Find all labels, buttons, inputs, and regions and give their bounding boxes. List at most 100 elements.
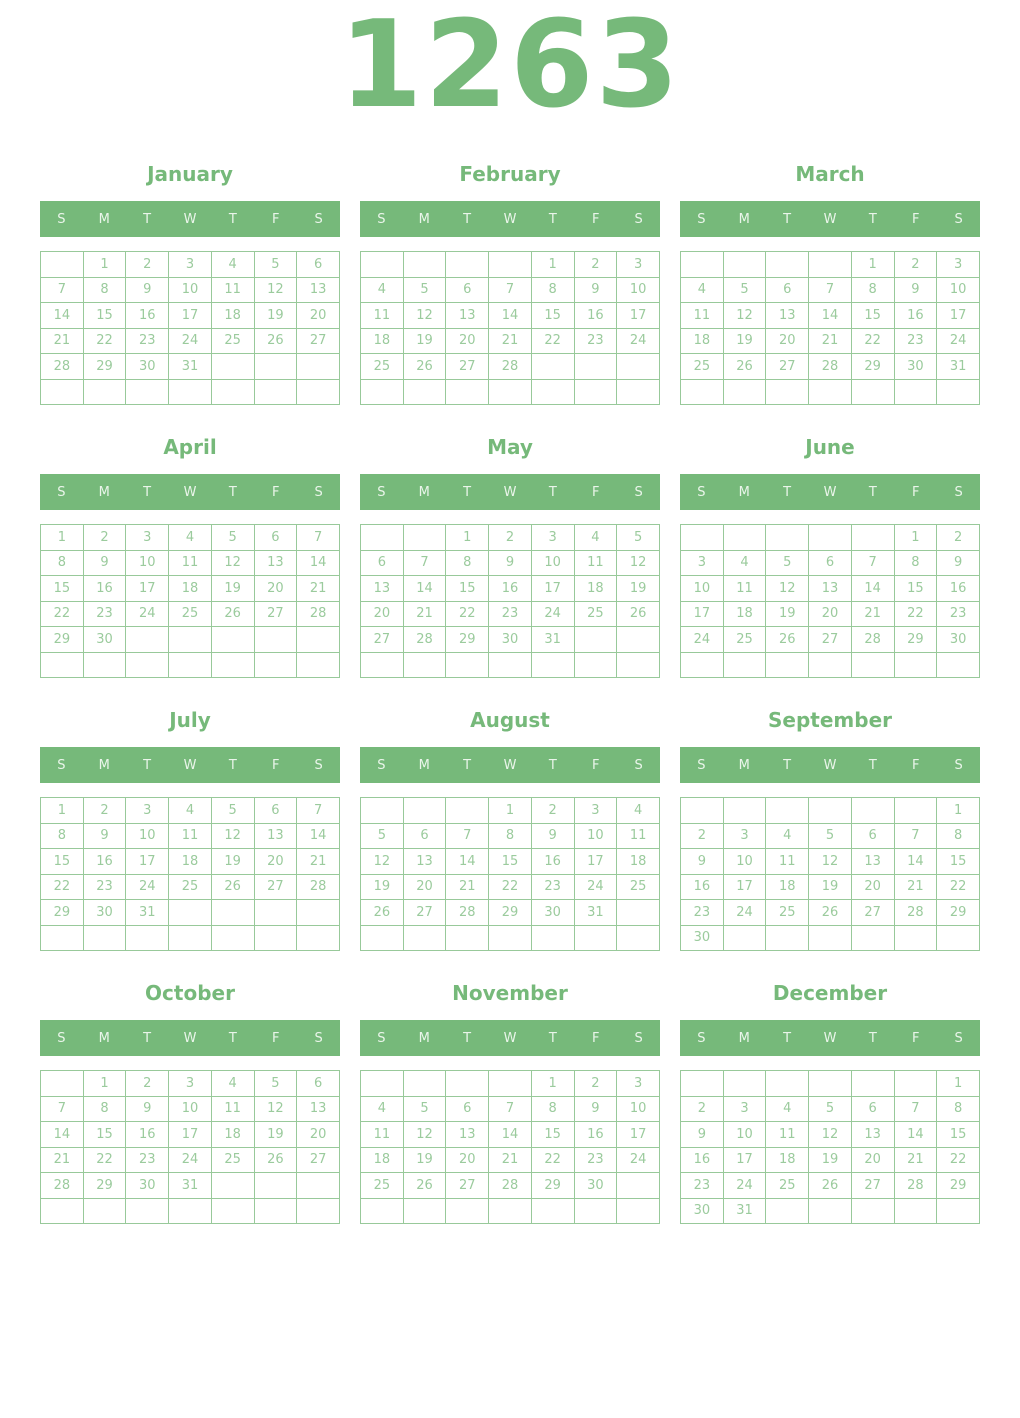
empty-day-cell bbox=[573, 924, 618, 951]
day-cell: 1 bbox=[40, 797, 84, 824]
empty-day-cell bbox=[360, 524, 404, 551]
day-cell: 21 bbox=[893, 873, 938, 900]
day-cell: 24 bbox=[722, 1172, 767, 1199]
day-cell: 5 bbox=[808, 1095, 852, 1122]
day-cell: 11 bbox=[573, 549, 618, 576]
day-cell: 17 bbox=[125, 848, 170, 875]
month-grid: 1 2 3 4 5 6 7 8 9 10 11 12 13 14 15 16 17 18 19 20 21 22 23 24 2… bbox=[360, 524, 660, 678]
weekday-label: F bbox=[591, 757, 600, 773]
week-row: 8 9 10 11 12 13 14 bbox=[40, 549, 340, 576]
day-cell: 5 bbox=[360, 822, 404, 849]
day-cell: 24 bbox=[616, 1146, 660, 1173]
week-row bbox=[360, 378, 660, 405]
empty-day-cell bbox=[765, 651, 810, 678]
month-title: December bbox=[772, 981, 888, 1005]
day-cell: 4 bbox=[722, 549, 767, 576]
day-cell: 28 bbox=[893, 1172, 938, 1199]
day-cell: 15 bbox=[530, 1121, 575, 1148]
day-cell: 12 bbox=[253, 276, 298, 303]
day-cell: 23 bbox=[488, 600, 532, 627]
day-cell: 5 bbox=[210, 797, 255, 824]
day-cell: 30 bbox=[125, 1172, 170, 1199]
week-row: 28 29 30 31 bbox=[40, 353, 340, 380]
empty-day-cell bbox=[445, 378, 490, 405]
month-title: November bbox=[452, 981, 568, 1005]
day-cell: 15 bbox=[488, 848, 532, 875]
week-row bbox=[40, 924, 340, 951]
day-cell: 10 bbox=[125, 822, 170, 849]
empty-day-cell bbox=[765, 1070, 810, 1097]
empty-day-cell bbox=[488, 1070, 532, 1097]
day-cell: 9 bbox=[82, 822, 127, 849]
weekday-label: S bbox=[697, 211, 706, 227]
empty-day-cell bbox=[253, 378, 298, 405]
empty-day-cell bbox=[210, 1172, 255, 1199]
weekday-label: T bbox=[868, 757, 877, 773]
month-november: November S M T W T F S 1 2 3 4 5 6 7 8 9 10 11 12 13 14 15 16 17… bbox=[360, 981, 660, 1224]
empty-day-cell bbox=[253, 651, 298, 678]
empty-day-cell bbox=[936, 924, 980, 951]
day-cell: 22 bbox=[40, 600, 84, 627]
day-cell: 21 bbox=[488, 1146, 532, 1173]
day-cell: 16 bbox=[680, 873, 724, 900]
empty-day-cell bbox=[808, 1070, 852, 1097]
empty-day-cell bbox=[722, 1070, 767, 1097]
day-cell: 1 bbox=[936, 797, 980, 824]
week-row: 30 bbox=[680, 924, 980, 951]
empty-day-cell bbox=[82, 924, 127, 951]
day-cell: 7 bbox=[296, 524, 340, 551]
weekday-label: F bbox=[271, 211, 280, 227]
weekday-label: M bbox=[738, 1030, 750, 1046]
empty-day-cell bbox=[616, 353, 660, 380]
day-cell: 2 bbox=[680, 1095, 724, 1122]
day-cell: 6 bbox=[445, 1095, 490, 1122]
week-row: 9 10 11 12 13 14 15 bbox=[680, 848, 980, 875]
day-cell: 24 bbox=[125, 873, 170, 900]
day-cell: 12 bbox=[808, 848, 852, 875]
weekday-label: S bbox=[314, 484, 323, 500]
empty-day-cell bbox=[850, 1197, 895, 1224]
week-row: 22 23 24 25 26 27 28 bbox=[40, 873, 340, 900]
weekday-label: W bbox=[503, 211, 517, 227]
weekday-label: M bbox=[418, 484, 430, 500]
day-cell: 3 bbox=[722, 1095, 767, 1122]
empty-day-cell bbox=[893, 378, 938, 405]
week-row: 4 5 6 7 8 9 10 bbox=[360, 1095, 660, 1122]
day-cell: 18 bbox=[765, 1146, 810, 1173]
empty-day-cell bbox=[82, 378, 127, 405]
empty-day-cell bbox=[936, 1197, 980, 1224]
day-cell: 23 bbox=[82, 600, 127, 627]
empty-day-cell bbox=[168, 651, 212, 678]
calendar-months-grid: January S M T W T F S 1 2 3 4 5 6 7 8 9 10 11 12 13 14 15 16 17 1… bbox=[40, 162, 980, 1224]
day-cell: 10 bbox=[573, 822, 618, 849]
empty-day-cell bbox=[808, 1197, 852, 1224]
weekday-label: F bbox=[591, 484, 600, 500]
week-row: 18 19 20 21 22 23 24 bbox=[360, 327, 660, 354]
week-row: 28 29 30 31 bbox=[40, 1172, 340, 1199]
weekday-label: M bbox=[98, 757, 110, 773]
month-september: September S M T W T F S 1 2 3 4 5 6 7 8 9 10 11 12 13 14 15 16 1… bbox=[680, 708, 980, 951]
empty-day-cell bbox=[530, 1197, 575, 1224]
day-cell: 21 bbox=[402, 600, 447, 627]
day-cell: 21 bbox=[445, 873, 490, 900]
day-cell: 2 bbox=[125, 251, 170, 278]
weekday-label: W bbox=[183, 1030, 197, 1046]
month-march: March S M T W T F S 1 2 3 4 5 6 7 8 9 10 11 12 13 14 15 16 17 18 1… bbox=[680, 162, 980, 405]
weekday-label: S bbox=[634, 757, 643, 773]
day-cell: 15 bbox=[40, 848, 84, 875]
day-cell: 4 bbox=[360, 276, 404, 303]
week-row bbox=[40, 651, 340, 678]
day-cell: 6 bbox=[808, 549, 852, 576]
day-cell: 7 bbox=[40, 276, 84, 303]
empty-day-cell bbox=[210, 353, 255, 380]
day-cell: 4 bbox=[210, 251, 255, 278]
day-cell: 14 bbox=[296, 822, 340, 849]
empty-day-cell bbox=[893, 651, 938, 678]
empty-day-cell bbox=[680, 251, 724, 278]
